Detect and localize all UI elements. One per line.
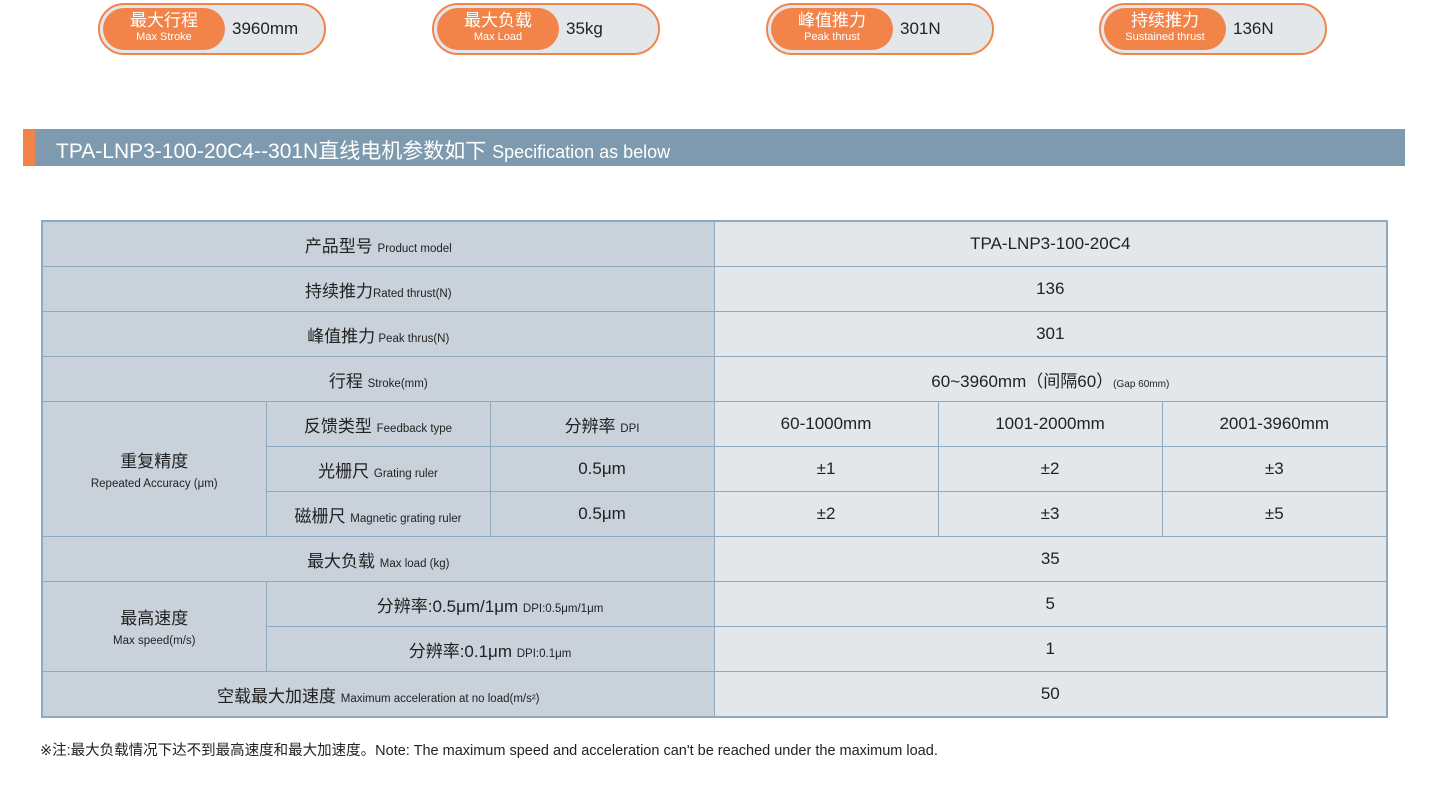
range-header: 60-1000mm [713,401,939,447]
speed-sub-label: 分辨率:0.1μm DPI:0.1μm [265,626,715,672]
row-value: 301 [713,311,1388,357]
badge-sustained-thrust: 持续推力 Sustained thrust 136N [1099,3,1327,55]
badge-peak-thrust: 峰值推力 Peak thrust 301N [766,3,994,55]
table-row: 行程 Stroke(mm) 60~3960mm（间隔60）(Gap 60mm) [41,356,1388,402]
speed-label: 最高速度 Max speed(m/s) [41,581,267,672]
section-header: TPA-LNP3-100-20C4--301N直线电机参数如下 Specific… [23,129,1405,166]
badge-max-stroke: 最大行程 Max Stroke 3960mm [98,3,326,55]
badge-value: 136N [1233,19,1274,38]
accuracy-value: ±3 [1161,446,1388,492]
row-value: 35 [713,536,1388,582]
accuracy-label: 重复精度 Repeated Accuracy (μm) [41,401,267,537]
row-value: 5 [713,581,1388,627]
badge-label-en: Peak thrust [804,31,860,43]
row-label: 峰值推力 Peak thrus(N) [41,311,715,357]
table-row: 空载最大加速度 Maximum acceleration at no load(… [41,671,1388,718]
range-header: 1001-2000mm [937,401,1163,447]
feedback-header: 反馈类型 Feedback type [265,401,491,447]
row-label: 行程 Stroke(mm) [41,356,715,402]
badge-value: 35kg [566,19,603,38]
range-header: 2001-3960mm [1161,401,1388,447]
badge-value: 301N [900,19,941,38]
row-label: 空载最大加速度 Maximum acceleration at no load(… [41,671,715,718]
badge-label-en: Max Load [473,31,523,43]
accent-strip [23,129,35,166]
table-row: 重复精度 Repeated Accuracy (μm) 反馈类型 Feedback… [41,401,1388,537]
table-row: 分辨率:0.1μm DPI:0.1μm 1 [42,626,1388,672]
badge-label-en: Sustained thrust [1125,31,1205,43]
row-label: 持续推力Rated thrust(N) [41,266,715,312]
dpi-header: 分辨率 DPI [489,401,715,447]
badge-max-load: 最大负载 Max Load 35kg [432,3,660,55]
title-cn: TPA-LNP3-100-20C4--301N直线电机参数如下 [56,140,487,163]
table-row: 产品型号 Product model TPA-LNP3-100-20C4 [41,220,1388,267]
dpi-value: 0.5μm [489,446,715,492]
title-en: Specification as below [492,142,671,162]
accuracy-value: ±5 [1161,491,1388,537]
row-value: TPA-LNP3-100-20C4 [713,220,1388,267]
accuracy-value: ±2 [937,446,1163,492]
dpi-value: 0.5μm [489,491,715,537]
speed-sub-label: 分辨率:0.5μm/1μm DPI:0.5μm/1μm [265,581,715,627]
row-value: 60~3960mm（间隔60）(Gap 60mm) [713,356,1388,402]
row-value: 50 [713,671,1388,718]
table-row: 峰值推力 Peak thrus(N) 301 [41,311,1388,357]
row-value: 136 [713,266,1388,312]
spec-table: 产品型号 Product model TPA-LNP3-100-20C4 持续推力… [41,220,1389,718]
badge-label: 最大行程 [130,11,198,30]
feedback-type: 磁栅尺 Magnetic grating ruler [265,491,491,537]
badge-label: 持续推力 [1131,11,1199,30]
footnote: ※注:最大负载情况下达不到最高速度和最大加速度。Note: The maximu… [40,743,938,759]
section-title: TPA-LNP3-100-20C4--301N直线电机参数如下 Specific… [56,135,670,165]
accuracy-value: ±1 [713,446,939,492]
badge-label: 峰值推力 [798,11,866,30]
accuracy-value: ±2 [713,491,939,537]
table-row: 最高速度 Max speed(m/s) 分辨率:0.5μm/1μm DPI:0.5… [41,581,1388,672]
badge-value: 3960mm [232,19,299,38]
feedback-type: 光栅尺 Grating ruler [265,446,491,492]
row-value: 1 [713,626,1388,672]
badge-label-en: Max Stroke [136,31,192,43]
table-row: 持续推力Rated thrust(N) 136 [41,266,1388,312]
table-row: 最大负载 Max load (kg) 35 [41,536,1388,582]
badge-label: 最大负载 [464,11,532,30]
table-row: 光栅尺 Grating ruler 0.5μm ±1 ±2 ±3 [42,446,1388,492]
row-label: 最大负载 Max load (kg) [41,536,715,582]
table-row: 磁栅尺 Magnetic grating ruler 0.5μm ±2 ±3 ±… [42,491,1388,537]
accuracy-value: ±3 [937,491,1163,537]
row-label: 产品型号 Product model [41,220,715,267]
